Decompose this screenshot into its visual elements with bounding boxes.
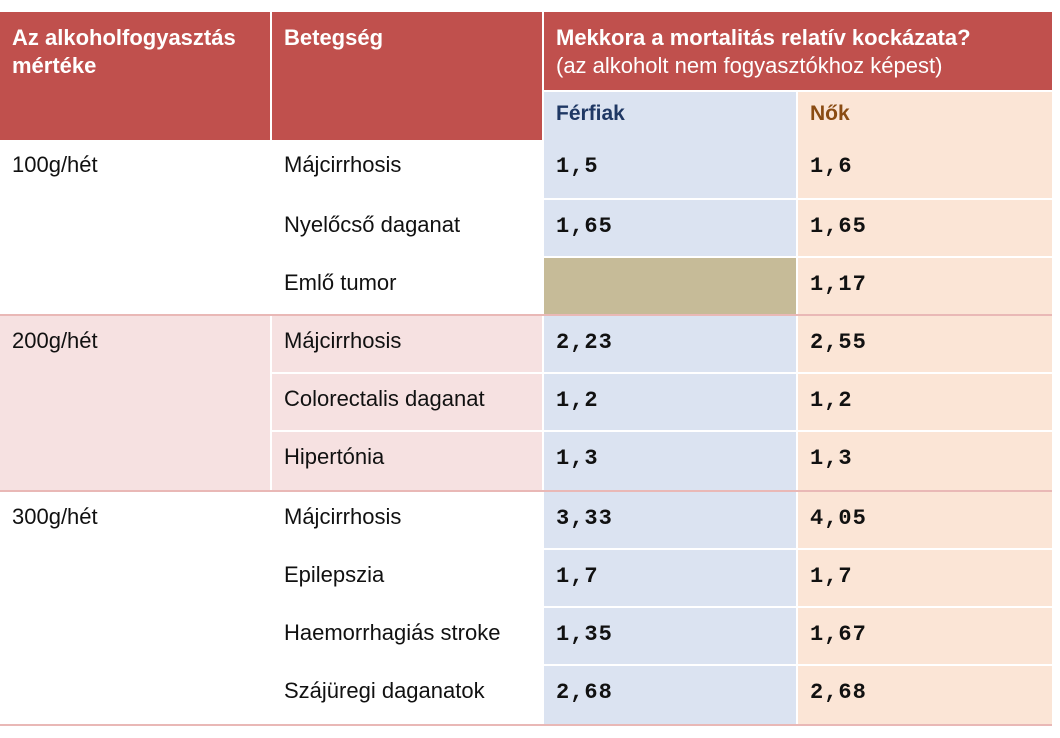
men-value-cell: 1,3 <box>544 432 796 490</box>
row-divider <box>272 256 1052 258</box>
table-bottom-rule <box>0 724 1052 726</box>
header-men: Férfiak <box>544 92 796 140</box>
women-value: 1,17 <box>810 272 867 297</box>
group-separator <box>0 314 1052 316</box>
disease-cell: Májcirrhosis <box>272 316 542 372</box>
men-value-cell: 1,65 <box>544 200 796 256</box>
men-value: 2,68 <box>556 680 613 705</box>
disease-cell: Emlő tumor <box>272 258 542 314</box>
women-value: 1,65 <box>810 214 867 239</box>
men-value-cell: 1,7 <box>544 550 796 606</box>
disease-label: Colorectalis daganat <box>284 386 485 411</box>
men-value: 1,5 <box>556 154 599 179</box>
disease-label: Májcirrhosis <box>284 152 402 177</box>
group-level-label: 200g/hét <box>12 328 98 353</box>
header-risk-subtitle: (az alkoholt nem fogyasztókhoz képest) <box>556 53 943 78</box>
group-level-200: 200g/hét <box>0 316 270 490</box>
disease-cell: Haemorrhagiás stroke <box>272 608 542 664</box>
header-risk: Mekkora a mortalitás relatív kockázata? … <box>544 12 1052 90</box>
men-value: 1,3 <box>556 446 599 471</box>
men-empty-cell <box>544 258 796 314</box>
women-value-cell: 1,7 <box>798 550 1052 606</box>
row-divider <box>272 606 1052 608</box>
women-value-cell: 1,3 <box>798 432 1052 490</box>
men-value-cell: 1,2 <box>544 374 796 430</box>
men-value-cell: 1,35 <box>544 608 796 664</box>
men-value-cell: 2,23 <box>544 316 796 372</box>
mortality-risk-table: Az alkoholfogyasztás mértéke Betegség Me… <box>0 12 1052 730</box>
disease-label: Emlő tumor <box>284 270 397 295</box>
men-value: 1,7 <box>556 564 599 589</box>
header-risk-title: Mekkora a mortalitás relatív kockázata? <box>556 25 971 50</box>
women-value: 1,7 <box>810 564 853 589</box>
disease-cell: Májcirrhosis <box>272 140 542 198</box>
header-disease: Betegség <box>272 12 542 140</box>
women-value: 2,55 <box>810 330 867 355</box>
women-value: 1,3 <box>810 446 853 471</box>
group-level-label: 300g/hét <box>12 504 98 529</box>
disease-label: Haemorrhagiás stroke <box>284 620 501 645</box>
row-divider <box>272 198 1052 200</box>
men-value-cell: 2,68 <box>544 666 796 724</box>
men-value: 3,33 <box>556 506 613 531</box>
header-consumption: Az alkoholfogyasztás mértéke <box>0 12 270 140</box>
men-value: 1,35 <box>556 622 613 647</box>
disease-label: Májcirrhosis <box>284 328 402 353</box>
disease-cell: Májcirrhosis <box>272 492 542 548</box>
men-value: 2,23 <box>556 330 613 355</box>
disease-label: Májcirrhosis <box>284 504 402 529</box>
men-value: 1,65 <box>556 214 613 239</box>
women-value-cell: 2,68 <box>798 666 1052 724</box>
group-level-label: 100g/hét <box>12 152 98 177</box>
group-separator <box>0 490 1052 492</box>
header-consumption-label: Az alkoholfogyasztás mértéke <box>12 25 236 78</box>
men-value-cell: 3,33 <box>544 492 796 548</box>
women-value: 2,68 <box>810 680 867 705</box>
header-men-label: Férfiak <box>556 102 625 125</box>
row-divider <box>272 664 1052 666</box>
disease-label: Szájüregi daganatok <box>284 678 485 703</box>
women-value-cell: 2,55 <box>798 316 1052 372</box>
women-value-cell: 1,67 <box>798 608 1052 664</box>
header-women: Nők <box>798 92 1052 140</box>
row-divider <box>272 548 1052 550</box>
women-value-cell: 1,2 <box>798 374 1052 430</box>
header-women-label: Nők <box>810 102 850 125</box>
group-level-100: 100g/hét <box>0 140 270 314</box>
disease-cell: Nyelőcső daganat <box>272 200 542 256</box>
women-value: 1,67 <box>810 622 867 647</box>
men-value-cell: 1,5 <box>544 140 796 198</box>
women-value: 1,6 <box>810 154 853 179</box>
women-value-cell: 1,6 <box>798 140 1052 198</box>
disease-cell: Colorectalis daganat <box>272 374 542 430</box>
women-value-cell: 1,17 <box>798 258 1052 314</box>
row-divider <box>272 372 1052 374</box>
women-value-cell: 4,05 <box>798 492 1052 548</box>
disease-label: Epilepszia <box>284 562 385 587</box>
disease-cell: Szájüregi daganatok <box>272 666 542 724</box>
men-value: 1,2 <box>556 388 599 413</box>
disease-cell: Hipertónia <box>272 432 542 490</box>
disease-cell: Epilepszia <box>272 550 542 606</box>
disease-label: Hipertónia <box>284 444 385 469</box>
row-divider <box>272 430 1052 432</box>
women-value: 1,2 <box>810 388 853 413</box>
group-level-300: 300g/hét <box>0 492 270 724</box>
women-value: 4,05 <box>810 506 867 531</box>
disease-label: Nyelőcső daganat <box>284 212 461 237</box>
women-value-cell: 1,65 <box>798 200 1052 256</box>
header-disease-label: Betegség <box>284 25 384 50</box>
